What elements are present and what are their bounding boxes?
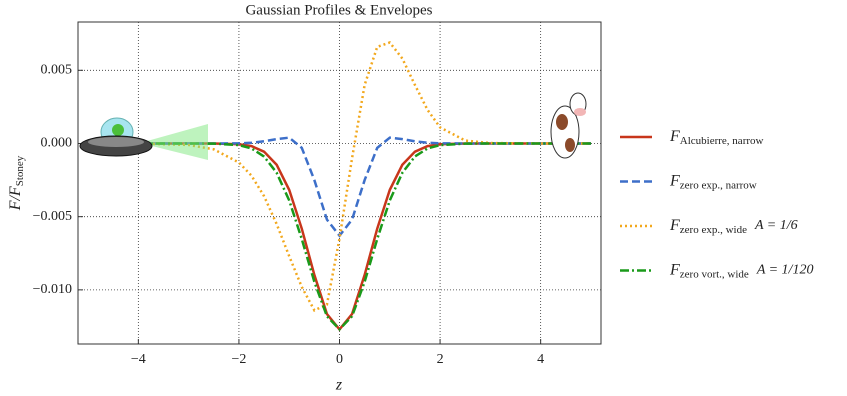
y-axis-label-main: F/F xyxy=(7,186,24,211)
legend-name: F xyxy=(669,128,680,145)
legend-label: Fzero exp., wide A = 1/6 xyxy=(669,217,798,236)
legend-label: Fzero exp., narrow xyxy=(669,172,757,191)
y-axis-label-sub: Stoney xyxy=(14,155,26,186)
y-tick-label: 0.000 xyxy=(41,136,73,151)
legend-name: F xyxy=(669,217,680,234)
legend-label: FAlcubierre, narrow xyxy=(669,128,764,147)
legend-subscript: zero exp., narrow xyxy=(680,179,757,191)
ufo xyxy=(79,117,208,160)
y-axis-label: F/FStoney xyxy=(7,155,26,211)
legend-name: F xyxy=(669,172,680,189)
legend-parameter: A = 1/6 xyxy=(754,218,798,233)
x-tick-label: 4 xyxy=(537,352,544,367)
cow xyxy=(550,92,587,159)
y-tick-label: −0.005 xyxy=(33,209,72,224)
y-tick-label: 0.005 xyxy=(41,63,73,78)
legend-subscript: zero exp., wide xyxy=(680,224,747,236)
legend-subscript: Alcubierre, narrow xyxy=(680,135,764,147)
legend-name: F xyxy=(669,261,680,278)
chart-title: Gaussian Profiles & Envelopes xyxy=(245,2,432,18)
x-tick-label: 2 xyxy=(437,352,444,367)
series-line xyxy=(88,41,591,312)
legend-label: Fzero vort., wide A = 1/120 xyxy=(669,261,813,280)
plot-area: −0.010 −0.005 0.000 0.005 −4 −2 0 2 4 xyxy=(33,21,602,367)
legend-parameter: A = 1/120 xyxy=(756,263,814,278)
y-tick-label: −0.010 xyxy=(33,282,72,297)
x-axis-label: z xyxy=(335,377,343,394)
series-line xyxy=(88,142,591,332)
legend-subscript: zero vort., wide xyxy=(680,268,749,280)
plot-frame xyxy=(77,21,602,345)
x-tick-label: 0 xyxy=(336,352,343,367)
x-tick-label: −4 xyxy=(131,352,146,367)
x-tick-label: −2 xyxy=(231,352,246,367)
